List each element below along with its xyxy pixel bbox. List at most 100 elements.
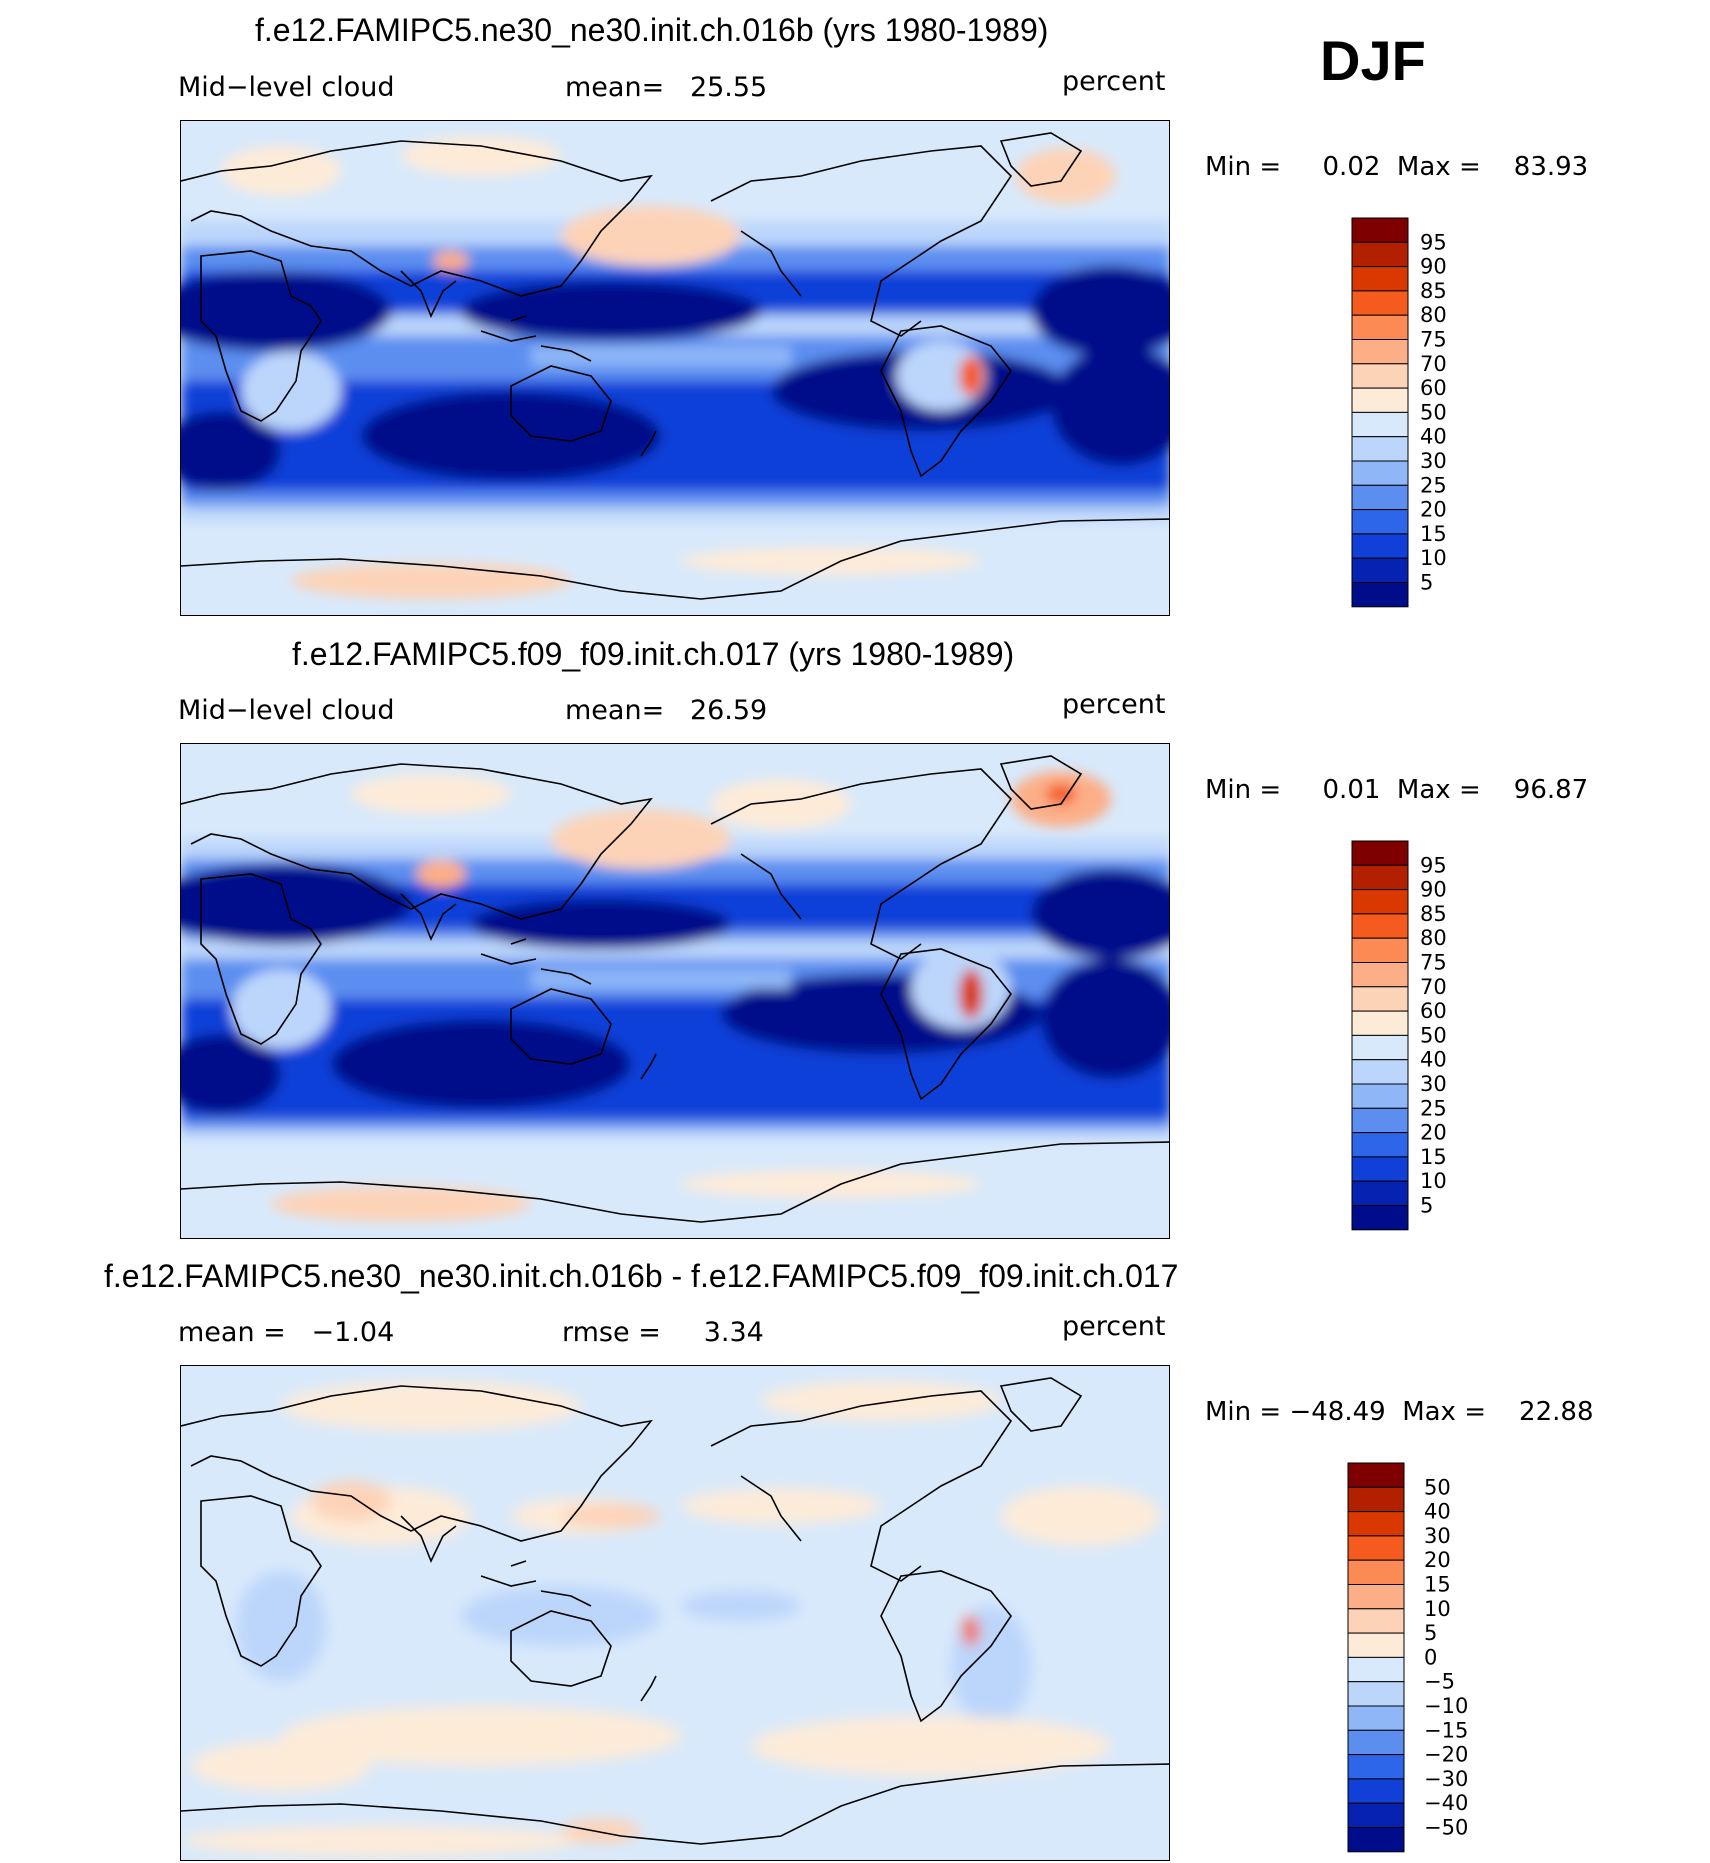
colorbar-segment (1347, 1729, 1405, 1756)
colorbar-segment (1351, 509, 1409, 535)
colorbar-tick-label: 95 (1420, 853, 1447, 877)
colorbar-tick-label: 80 (1420, 926, 1447, 950)
panel-2-mean-label: mean= 26.59 (565, 695, 768, 726)
colorbar-segment (1351, 339, 1409, 365)
colorbar-tick-label: 80 (1420, 303, 1447, 327)
colorbar-segment (1347, 1705, 1405, 1731)
colorbar-segment (1351, 363, 1409, 389)
colorbar-tick-label: 20 (1420, 1121, 1447, 1145)
panel-3-title: f.e12.FAMIPC5.ne30_ne30.init.ch.016b - f… (104, 1258, 1179, 1294)
season-label: DJF (1320, 29, 1426, 92)
colorbar-tick-label: 25 (1420, 473, 1447, 497)
panel-2-units-label: percent (1062, 689, 1166, 720)
panel-3-colorbar: 50 40 30 20 15 10 5 0 −5 −10 −15 −20 −30 −40 −50 (1346, 1461, 1516, 1857)
colorbar-segment (1351, 986, 1409, 1012)
colorbar-segment (1347, 1511, 1405, 1537)
colorbar-segment (1351, 460, 1409, 486)
colorbar-tick-label: 5 (1420, 571, 1433, 595)
colorbar-segment (1351, 840, 1409, 866)
colorbar-tick-label: 40 (1420, 1048, 1447, 1072)
colorbar-tick-label: 5 (1420, 1194, 1433, 1218)
colorbar-segment (1351, 864, 1409, 891)
colorbar-segment (1351, 1132, 1409, 1158)
colorbar-segment (1351, 436, 1409, 462)
panel-3-minmax: Min = −48.49 Max = 22.88 (1205, 1397, 1594, 1427)
colorbar-segment (1347, 1559, 1405, 1585)
colorbar-tick-label: 60 (1420, 376, 1447, 400)
colorbar-segment (1351, 962, 1409, 988)
panel-3-map-graphic (181, 1366, 1169, 1860)
colorbar-segment (1347, 1778, 1405, 1804)
panel-2-map (180, 743, 1170, 1239)
colorbar-tick-label: 10 (1420, 1169, 1447, 1193)
colorbar-tick-label: 40 (1424, 1500, 1451, 1524)
panel-1-variable-label: Mid−level cloud (178, 72, 395, 103)
colorbar-segment (1347, 1608, 1405, 1634)
colorbar-segment (1351, 217, 1409, 243)
panel-3-units-label: percent (1062, 1311, 1166, 1342)
colorbar-segment (1351, 484, 1409, 511)
colorbar-segment (1351, 1107, 1409, 1134)
panel-1-title: f.e12.FAMIPC5.ne30_ne30.init.ch.016b (yr… (255, 12, 1049, 48)
colorbar-tick-label: 50 (1420, 1023, 1447, 1047)
colorbar-tick-label: 50 (1420, 400, 1447, 424)
colorbar-tick-label: 90 (1420, 878, 1447, 902)
colorbar-tick-label: −30 (1424, 1767, 1468, 1791)
colorbar-segment (1351, 314, 1409, 340)
colorbar-tick-label: 10 (1420, 546, 1447, 570)
colorbar-segment (1351, 1010, 1409, 1036)
colorbar-tick-label: 60 (1420, 999, 1447, 1023)
colorbar-segment (1351, 533, 1409, 559)
colorbar-tick-label: 30 (1420, 1072, 1447, 1096)
panel-1-map (180, 120, 1170, 616)
panel-2-map-graphic (181, 744, 1169, 1238)
colorbar-tick-label: 30 (1424, 1524, 1451, 1548)
colorbar-tick-label: 85 (1420, 902, 1447, 926)
colorbar-segment (1347, 1802, 1405, 1829)
colorbar-segment (1351, 557, 1409, 584)
colorbar-tick-label: 95 (1420, 230, 1447, 254)
colorbar-tick-label: −15 (1424, 1718, 1468, 1742)
colorbar-segment (1351, 889, 1409, 915)
colorbar-tick-label: 20 (1420, 498, 1447, 522)
colorbar-tick-label: −5 (1424, 1670, 1455, 1694)
colorbar-tick-label: 5 (1424, 1621, 1437, 1645)
colorbar-tick-label: 30 (1420, 449, 1447, 473)
colorbar-segment (1351, 1034, 1409, 1061)
panel-2-variable-label: Mid−level cloud (178, 695, 395, 726)
panel-3-map (180, 1365, 1170, 1861)
panel-3-rmse-label: rmse = 3.34 (562, 1317, 764, 1348)
colorbar-tick-label: 75 (1420, 328, 1447, 352)
colorbar-segment (1351, 290, 1409, 316)
panel-1-map-graphic (181, 121, 1169, 615)
colorbar-segment (1347, 1535, 1405, 1561)
colorbar-tick-label: 15 (1420, 1145, 1447, 1169)
colorbar-segment (1351, 937, 1409, 963)
colorbar-tick-label: 50 (1424, 1475, 1451, 1499)
panel-1-units-label: percent (1062, 66, 1166, 97)
panel-1-colorbar: 95 90 85 80 75 70 60 50 40 30 25 20 15 10 5 (1350, 216, 1510, 612)
colorbar-tick-label: 0 (1424, 1645, 1437, 1669)
colorbar-segment (1351, 411, 1409, 438)
panel-3-mean-label: mean = −1.04 (178, 1317, 395, 1348)
colorbar-segment (1351, 387, 1409, 413)
colorbar-tick-label: −20 (1424, 1743, 1468, 1767)
panel-2-title: f.e12.FAMIPC5.f09_f09.init.ch.017 (yrs 1… (292, 636, 1015, 672)
colorbar-segment (1347, 1681, 1405, 1707)
colorbar-tick-label: 70 (1420, 975, 1447, 999)
colorbar-tick-label: −40 (1424, 1791, 1468, 1815)
colorbar-tick-label: 85 (1420, 279, 1447, 303)
colorbar-segment (1351, 241, 1409, 268)
colorbar-tick-label: 25 (1420, 1096, 1447, 1120)
panel-1-mean-label: mean= 25.55 (565, 72, 768, 103)
colorbar-tick-label: 70 (1420, 352, 1447, 376)
colorbar-tick-label: 15 (1420, 522, 1447, 546)
colorbar-segment (1347, 1656, 1405, 1683)
colorbar-segment (1351, 1205, 1409, 1231)
colorbar-segment (1347, 1486, 1405, 1513)
colorbar-segment (1347, 1632, 1405, 1658)
colorbar-segment (1351, 1083, 1409, 1109)
